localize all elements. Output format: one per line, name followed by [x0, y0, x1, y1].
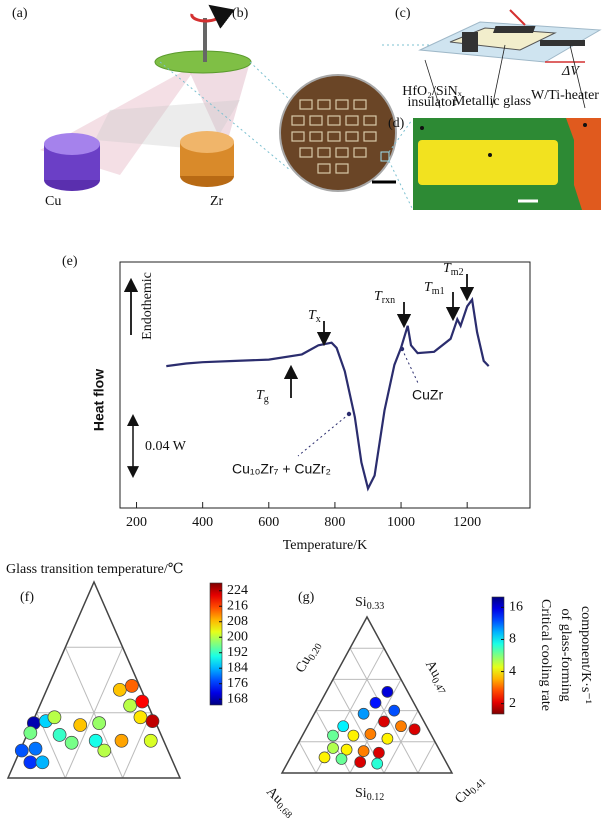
transition-label-sub: x [316, 314, 321, 325]
scale-bar-label: 0.04 W [145, 439, 187, 454]
colorbar-tick-label: 208 [227, 614, 248, 629]
composition-point [338, 721, 349, 732]
colorbar-title: of glass-forming [558, 609, 573, 702]
composition-point [379, 716, 390, 727]
composition-point [144, 734, 157, 747]
composition-point [336, 753, 347, 764]
y-axis-label: Heat flow [91, 369, 107, 431]
composition-point [373, 747, 384, 758]
transition-label-sub: m1 [432, 286, 445, 297]
composition-point [382, 686, 393, 697]
composition-point [74, 719, 87, 732]
device-label: Metallic glass [453, 94, 531, 109]
x-tick-label: 400 [192, 515, 213, 530]
corner-label-sub: 0.33 [367, 601, 385, 612]
panel-label: (b) [232, 6, 249, 21]
corner-label-sub: 0.12 [367, 792, 385, 803]
composition-point [328, 730, 339, 741]
panel-label: (d) [388, 116, 405, 131]
composition-point [53, 728, 66, 741]
composition-point [348, 730, 359, 741]
x-tick-label: 1200 [453, 515, 481, 530]
panel-label: (e) [62, 254, 78, 269]
composition-point [136, 695, 149, 708]
colorbar-tick-label: 216 [227, 598, 248, 613]
x-tick-label: 600 [258, 515, 279, 530]
colorbar-tick-label: 8 [509, 632, 516, 647]
composition-point [372, 758, 383, 769]
composition-point [328, 743, 339, 754]
phase-label: Cu₁₀Zr₇ + CuZr₂ [232, 461, 331, 477]
corner-label-main: Si [355, 595, 367, 610]
colorbar-tick-label: 176 [227, 676, 248, 691]
panel-d-micrograph [413, 118, 601, 210]
composition-point [65, 736, 78, 749]
colorbar-tick-label: 4 [509, 664, 516, 679]
x-axis-label: Temperature/K [283, 538, 368, 553]
x-tick-label: 800 [324, 515, 345, 530]
corner-label-main: Si [355, 786, 367, 801]
composition-point [358, 746, 369, 757]
composition-point [113, 683, 126, 696]
colorbar-tick-label: 224 [227, 583, 248, 598]
transition-label-sub: g [264, 394, 269, 405]
figure: (a) (b) (c) (d) Cu Zr HfO₂/SiNₓ insulato… [0, 0, 603, 821]
colorbar-title: component/K·s⁻¹ [578, 606, 593, 704]
composition-point [409, 724, 420, 735]
device-label: ΔV [561, 64, 580, 79]
composition-point [319, 752, 330, 763]
colorbar-tick-label: 168 [227, 691, 248, 706]
colorbar [210, 583, 222, 705]
composition-point [365, 729, 376, 740]
endothermic-label: Endothemic [140, 272, 155, 340]
composition-point [146, 715, 159, 728]
colorbar-title: Critical cooling rate [538, 599, 553, 711]
x-tick-label: 200 [126, 515, 147, 530]
colorbar-tick-label: 184 [227, 660, 248, 675]
panel-label: (g) [298, 590, 315, 605]
composition-point [98, 744, 111, 757]
composition-point [125, 679, 138, 692]
composition-point [370, 697, 381, 708]
composition-point [36, 756, 49, 769]
composition-point [358, 708, 369, 719]
colorbar-tick-label: 200 [227, 629, 248, 644]
panel-label: (a) [12, 6, 28, 21]
transition-label-sub: m2 [451, 267, 464, 278]
colorbar-title: Glass transition temperature/℃ [6, 562, 183, 577]
element-label: Cu [45, 194, 61, 209]
transition-label-sub: rxn [382, 295, 395, 306]
composition-point [48, 711, 61, 724]
composition-point [124, 699, 137, 712]
panel-label: (f) [20, 590, 34, 605]
composition-point [29, 742, 42, 755]
composition-point [15, 744, 28, 757]
phase-label: CuZr [412, 387, 443, 403]
composition-point [93, 717, 106, 730]
device-label: insulator [408, 95, 457, 110]
composition-point [115, 734, 128, 747]
panel-label: (c) [395, 6, 411, 21]
composition-point [24, 726, 37, 739]
composition-point [24, 756, 37, 769]
composition-point [355, 757, 366, 768]
colorbar [492, 597, 504, 714]
element-label: Zr [210, 194, 224, 209]
colorbar-tick-label: 2 [509, 696, 516, 711]
colorbar-tick-label: 192 [227, 645, 248, 660]
composition-point [134, 711, 147, 724]
device-label: W/Ti-heater [531, 88, 599, 103]
colorbar-tick-label: 16 [509, 600, 523, 615]
composition-point [396, 721, 407, 732]
x-tick-label: 1000 [387, 515, 415, 530]
composition-point [382, 733, 393, 744]
composition-point [389, 705, 400, 716]
